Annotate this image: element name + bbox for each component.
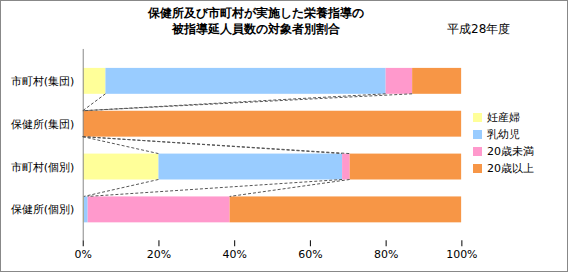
svg-text:保健所(個別): 保健所(個別) — [11, 203, 75, 216]
html-text:20歳未満: 20歳未満 — [487, 145, 534, 158]
svg-text:100%: 100% — [446, 248, 477, 261]
svg-text:20%: 20% — [147, 248, 171, 261]
svg-text:40%: 40% — [222, 248, 246, 261]
html-text:20歳以上: 20歳以上 — [487, 162, 534, 175]
html-text:乳幼児: 乳幼児 — [487, 128, 520, 141]
svg-text:60%: 60% — [298, 248, 322, 261]
svg-text:市町村(個別): 市町村(個別) — [11, 161, 75, 174]
svg-text:0%: 0% — [75, 248, 92, 261]
svg-text:市町村(集団): 市町村(集団) — [11, 75, 75, 88]
svg-text:保健所(集団): 保健所(集団) — [11, 118, 75, 131]
svg-text:80%: 80% — [374, 248, 398, 261]
html-text:平成28年度: 平成28年度 — [447, 22, 511, 36]
html-text:保健所及び市町村が実施した栄養指導の 被指導延人員数の対象者: 保健所及び市町村が実施した栄養指導の 被指導延人員数の対象者別割合 — [148, 6, 364, 36]
html-text:妊産婦: 妊産婦 — [487, 111, 520, 124]
